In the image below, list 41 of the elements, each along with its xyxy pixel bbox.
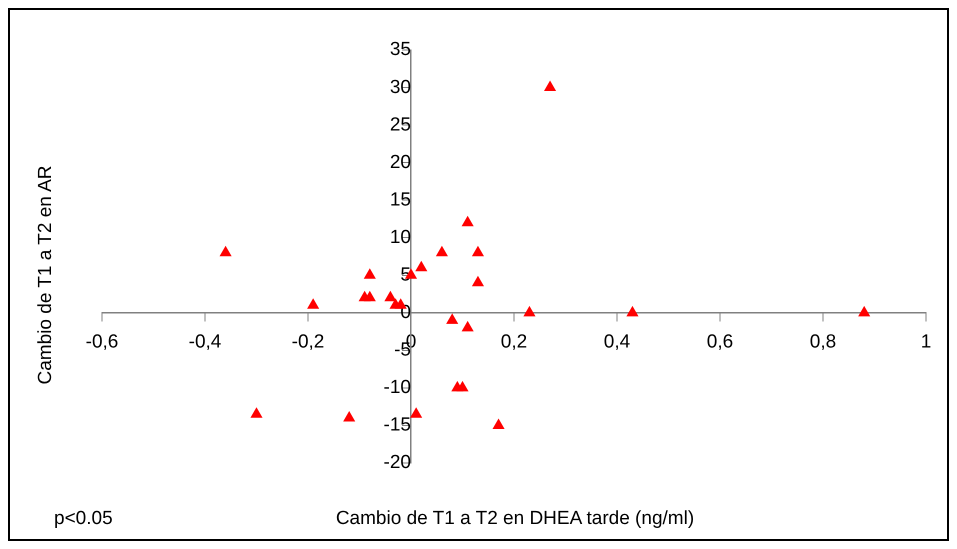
point	[220, 246, 232, 256]
point	[462, 320, 474, 332]
x-tick-label: 0,6	[706, 331, 734, 352]
x-tick-label: 0,2	[500, 331, 528, 352]
x-tick-label: 0,8	[810, 331, 836, 352]
y-tick-label: -10	[384, 377, 411, 398]
y-tick-label: 10	[390, 226, 411, 248]
point	[626, 306, 639, 316]
point	[364, 290, 376, 302]
text: p<0.05	[54, 508, 113, 530]
point	[410, 407, 422, 418]
x-tick-label: 1	[920, 331, 932, 352]
y-tick-label: 20	[390, 152, 411, 173]
y-tick-label: 30	[390, 76, 411, 98]
point	[544, 80, 556, 92]
x-tick-label: -0,4	[188, 331, 222, 352]
x-axis-title: Cambio de T1 a T2 en DHEA tarde (ng/ml)	[336, 508, 694, 530]
point	[250, 407, 263, 418]
point	[492, 418, 505, 429]
point	[436, 246, 448, 256]
point	[472, 246, 484, 256]
x-tick-label: -0,2	[292, 331, 324, 352]
y-tick-label: -15	[384, 414, 411, 436]
point	[523, 306, 536, 316]
y-tick-label: -20	[384, 452, 411, 474]
point	[472, 276, 484, 286]
point	[364, 268, 376, 279]
point	[384, 290, 396, 302]
x-tick-label: 0,4	[604, 331, 631, 352]
y-tick-label: 25	[390, 114, 411, 136]
point	[343, 410, 356, 422]
y-axis-title: Cambio de T1 a T2 en AR	[35, 166, 57, 384]
point	[446, 313, 458, 324]
point	[456, 380, 469, 392]
y-tick-label: 15	[390, 189, 411, 210]
point	[307, 298, 320, 309]
y-tick-label: 35	[390, 39, 411, 60]
point	[462, 216, 474, 226]
point	[415, 260, 428, 272]
x-tick-label: -0,6	[86, 331, 118, 352]
point	[858, 306, 870, 316]
